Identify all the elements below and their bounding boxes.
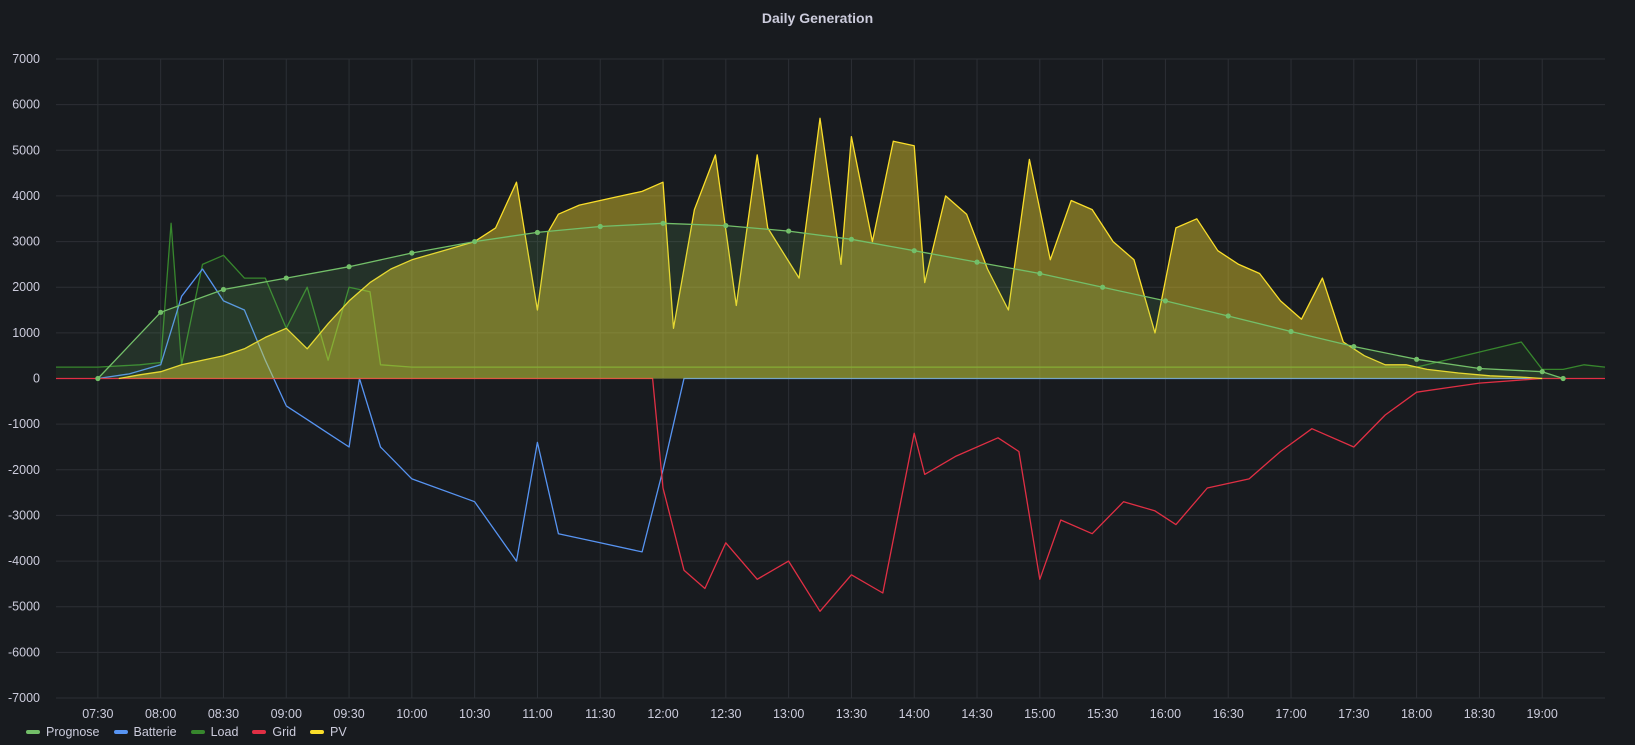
- series-point-prognose: [597, 223, 603, 230]
- y-tick-label: -7000: [8, 691, 40, 705]
- series-point-prognose: [1539, 369, 1545, 375]
- legend-swatch: [310, 730, 325, 734]
- x-tick-label: 07:30: [82, 707, 113, 721]
- legend: Prognose Batterie Load Grid PV: [26, 724, 347, 740]
- x-tick-label: 11:00: [522, 707, 552, 721]
- series-line-batterie: [97, 268, 1543, 562]
- x-tick-label: 17:00: [1275, 707, 1306, 721]
- series-point-prognose: [974, 259, 980, 265]
- legend-label: Load: [210, 725, 239, 739]
- series-line-load: [56, 222, 1606, 371]
- series-line-pv: [118, 117, 1543, 380]
- series-point-prognose: [283, 275, 289, 281]
- series-point-prognose: [1162, 298, 1169, 304]
- series-point-prognose: [534, 229, 541, 236]
- y-tick-label: 6000: [12, 98, 40, 112]
- legend-item-load[interactable]: Load: [190, 725, 239, 739]
- legend-label: PV: [330, 725, 347, 739]
- x-tick-label: 16:00: [1150, 707, 1181, 721]
- x-tick-label: 18:30: [1464, 707, 1495, 721]
- series-point-prognose: [346, 264, 352, 270]
- series-line-grid: [56, 377, 1605, 612]
- x-tick-label: 13:00: [773, 707, 804, 721]
- x-tick-label: 12:00: [647, 707, 678, 721]
- x-tick-label: 15:30: [1087, 707, 1118, 721]
- y-tick-label: 4000: [12, 189, 40, 203]
- x-tick-label: 13:30: [836, 707, 867, 721]
- x-tick-label: 14:00: [899, 707, 930, 721]
- series-point-prognose: [1351, 343, 1357, 350]
- series-point-prognose: [1560, 375, 1566, 382]
- series-area-load: [56, 223, 1605, 379]
- x-tick-label: 10:00: [396, 707, 427, 721]
- y-tick-label: -3000: [8, 508, 40, 522]
- series-point-prognose: [158, 309, 164, 315]
- series-point-prognose: [911, 248, 917, 254]
- legend-label: Batterie: [133, 725, 177, 739]
- series-point-prognose: [1476, 365, 1483, 372]
- y-tick-label: 2000: [12, 280, 40, 294]
- x-tick-label: 08:00: [145, 707, 176, 721]
- y-tick-label: 1000: [12, 326, 40, 340]
- x-tick-label: 16:30: [1213, 707, 1244, 721]
- series-area-prognose: [97, 223, 1564, 379]
- legend-item-prognose[interactable]: Prognose: [26, 725, 100, 739]
- series-point-prognose: [95, 375, 101, 382]
- x-tick-label: 09:00: [271, 707, 302, 721]
- x-tick-label: 11:30: [585, 707, 615, 721]
- series-point-prognose: [848, 236, 855, 242]
- series-point-prognose: [472, 238, 478, 245]
- y-tick-label: -5000: [8, 600, 40, 614]
- series-point-prognose: [1414, 356, 1420, 362]
- x-tick-label: 09:30: [333, 707, 364, 721]
- y-tick-label: -4000: [8, 554, 40, 568]
- x-tick-label: 19:00: [1527, 707, 1558, 721]
- series-area-pv: [118, 118, 1543, 379]
- x-tick-label: 18:00: [1401, 707, 1432, 721]
- y-tick-label: 5000: [12, 143, 40, 157]
- x-tick-label: 17:30: [1338, 707, 1369, 721]
- legend-item-pv[interactable]: PV: [310, 725, 347, 739]
- series-point-prognose: [1037, 270, 1043, 277]
- legend-label: Prognose: [46, 725, 100, 739]
- legend-swatch: [252, 730, 267, 734]
- x-tick-label: 14:30: [961, 707, 992, 721]
- y-tick-label: -6000: [8, 645, 40, 659]
- series-point-prognose: [1100, 284, 1106, 290]
- series-point-prognose: [409, 250, 415, 256]
- series-point-prognose: [723, 222, 729, 229]
- x-tick-label: 15:00: [1024, 707, 1055, 721]
- legend-swatch: [113, 730, 128, 734]
- legend-item-grid[interactable]: Grid: [252, 725, 296, 739]
- series-point-prognose: [220, 286, 227, 293]
- legend-label: Grid: [272, 725, 297, 739]
- y-tick-label: 7000: [12, 52, 40, 66]
- panel-title: Daily Generation: [761, 10, 874, 26]
- series-point-prognose: [1225, 313, 1231, 319]
- series-point-prognose: [786, 228, 792, 234]
- x-tick-label: 12:30: [710, 707, 741, 721]
- x-tick-label: 08:30: [208, 707, 239, 721]
- series-point-prognose: [1288, 328, 1294, 335]
- legend-item-batterie[interactable]: Batterie: [113, 725, 177, 739]
- y-tick-label: 3000: [12, 235, 40, 249]
- x-tick-label: 10:30: [459, 707, 490, 721]
- legend-swatch: [26, 730, 40, 734]
- y-tick-label: 0: [33, 372, 40, 386]
- series-point-prognose: [660, 220, 666, 226]
- legend-swatch: [190, 730, 205, 734]
- y-tick-label: -2000: [8, 463, 40, 477]
- y-tick-label: -1000: [8, 417, 40, 431]
